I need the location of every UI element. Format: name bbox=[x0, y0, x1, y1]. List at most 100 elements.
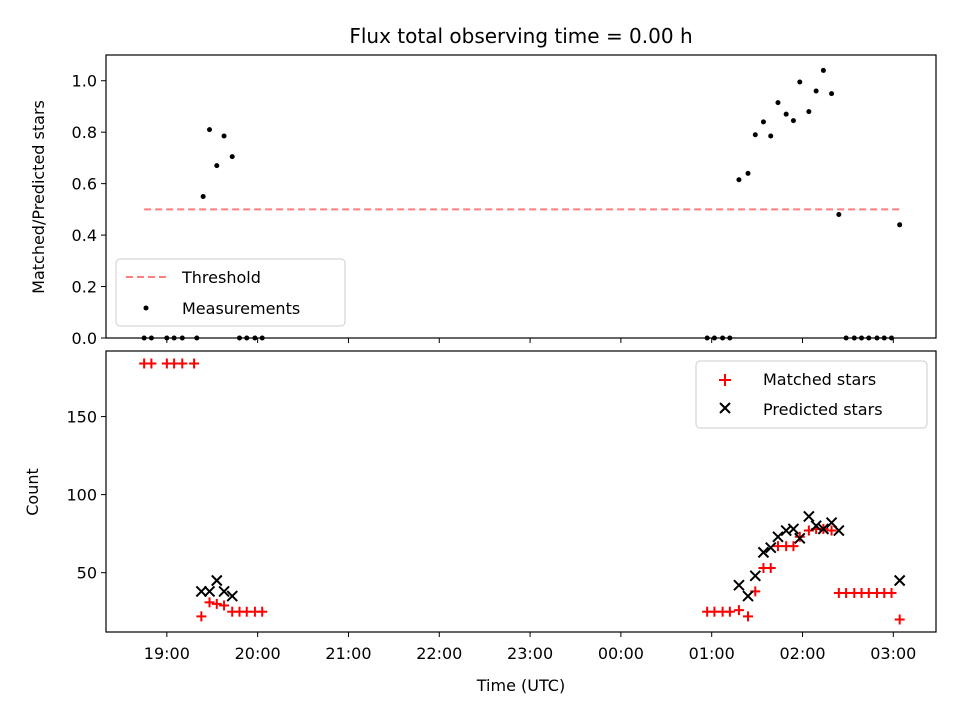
ratio-y-tick-label: 1.0 bbox=[72, 72, 97, 91]
ratio-y-tick-label: 0.2 bbox=[72, 278, 97, 297]
matched-legend-label: Matched stars bbox=[763, 370, 876, 389]
matched-star-point bbox=[733, 605, 744, 616]
predicted-star-b bbox=[833, 524, 845, 537]
measurement-point bbox=[221, 133, 227, 139]
measurement-point bbox=[820, 67, 826, 73]
ratio-y-tick-label: 0.0 bbox=[72, 329, 97, 348]
measurement-point bbox=[797, 79, 803, 85]
matched-star-point bbox=[765, 562, 776, 573]
matched-legend-swatch bbox=[719, 374, 731, 386]
predicted-star-point bbox=[742, 590, 754, 602]
predicted-star-point bbox=[833, 524, 845, 537]
predicted-star-point bbox=[794, 532, 806, 545]
predicted-star-b bbox=[893, 574, 906, 587]
predicted-star-b bbox=[780, 524, 792, 537]
count-legend: Matched stars Predicted stars bbox=[695, 360, 928, 429]
x-axis-label: Time (UTC) bbox=[476, 676, 565, 695]
measurement-point bbox=[760, 119, 766, 125]
predicted-star-b bbox=[825, 517, 838, 529]
measurements-legend-label: Measurements bbox=[182, 299, 300, 318]
measurement-point bbox=[768, 133, 774, 139]
measurement-point bbox=[829, 91, 835, 97]
predicted-star-b bbox=[787, 523, 800, 535]
measurement-point bbox=[775, 100, 781, 106]
count-legend-box bbox=[695, 360, 928, 429]
ratio-y-tick-label: 0.4 bbox=[72, 226, 97, 245]
x-tick-label: 02:00 bbox=[779, 644, 825, 663]
predicted-star-b bbox=[211, 574, 223, 587]
predicted-star-b bbox=[218, 585, 230, 598]
ratio-plot-frame bbox=[105, 54, 937, 339]
ratio-legend: Threshold Measurements bbox=[115, 258, 346, 327]
count-y-tick-label: 150 bbox=[66, 408, 97, 427]
count-panel: 50 100 150 19:00 20:00 21:00 22:00 23:00 00:00 01… bbox=[23, 350, 937, 695]
predicted-star-point bbox=[749, 570, 761, 582]
measurement-point bbox=[200, 194, 206, 199]
count-y-axis-label: Count bbox=[23, 468, 42, 516]
predicted-star-b bbox=[226, 590, 238, 602]
ratio-y-axis-label: Matched/Predicted stars bbox=[29, 100, 48, 294]
matched-star-point bbox=[189, 358, 200, 369]
predicted-star-b bbox=[203, 585, 216, 598]
measurement-point bbox=[752, 132, 758, 138]
measurement-point bbox=[745, 170, 751, 176]
predicted-star-point bbox=[218, 585, 230, 598]
x-tick-label: 03:00 bbox=[870, 644, 916, 663]
predicted-star-b bbox=[742, 590, 754, 602]
matched-star-point bbox=[724, 606, 735, 617]
predicted-star-b bbox=[195, 585, 208, 598]
x-tick-label: 00:00 bbox=[598, 644, 644, 663]
matched-star-point bbox=[204, 597, 215, 608]
measurement-point bbox=[214, 163, 220, 169]
predicted-star-point bbox=[226, 590, 238, 602]
measurement-point bbox=[736, 177, 742, 183]
predicted-star-b bbox=[772, 531, 784, 543]
x-tick-label: 20:00 bbox=[235, 644, 281, 663]
measurement-point bbox=[806, 109, 812, 115]
matched-star-point bbox=[894, 614, 905, 625]
matched-star-point bbox=[219, 600, 230, 611]
predicted-star-point bbox=[765, 541, 777, 554]
predicted-star-point bbox=[803, 510, 815, 523]
predicted-star-point bbox=[893, 574, 906, 587]
predicted-star-b bbox=[794, 532, 806, 545]
count-y-tick-label: 100 bbox=[66, 486, 97, 505]
ratio-legend-box bbox=[115, 258, 346, 327]
ratio-y-tick-label: 0.6 bbox=[72, 175, 97, 194]
ratio-axes: 0.0 0.2 0.4 0.6 0.8 1.0 bbox=[72, 72, 894, 348]
matched-star-point bbox=[743, 611, 754, 622]
x-tick-label: 21:00 bbox=[325, 644, 371, 663]
count-plot-frame bbox=[105, 350, 937, 633]
count-marks bbox=[139, 358, 906, 625]
predicted-star-point bbox=[757, 546, 770, 559]
predicted-star-b bbox=[757, 546, 770, 559]
predicted-star-b bbox=[803, 510, 815, 523]
predicted-star-point bbox=[195, 585, 208, 598]
measurement-point bbox=[783, 111, 789, 117]
measurement-point bbox=[897, 222, 903, 228]
matched-star-point bbox=[211, 598, 222, 609]
count-axes: 50 100 150 19:00 20:00 21:00 22:00 23:00 00:00 01… bbox=[66, 408, 916, 663]
ratio-panel: 0.0 0.2 0.4 0.6 0.8 1.0 Matched/Predicted sta… bbox=[29, 54, 937, 348]
predicted-star-point bbox=[733, 579, 745, 591]
matched-star-point bbox=[886, 587, 897, 598]
predicted-legend-swatch bbox=[719, 402, 731, 414]
matched-star-point bbox=[146, 358, 157, 369]
measurement-point bbox=[813, 88, 819, 94]
matched-star-point bbox=[177, 358, 188, 369]
measurement-point bbox=[836, 212, 842, 218]
predicted-star-point bbox=[772, 531, 784, 543]
chart-title: Flux total observing time = 0.00 h bbox=[349, 24, 692, 48]
predicted-star-point bbox=[203, 585, 216, 598]
predicted-star-b bbox=[749, 570, 761, 582]
predicted-legend-label: Predicted stars bbox=[763, 400, 883, 419]
measurements-legend-swatch bbox=[143, 305, 149, 311]
predicted-star-point bbox=[787, 523, 800, 535]
x-tick-label: 23:00 bbox=[507, 644, 553, 663]
predicted-star-point bbox=[810, 520, 822, 532]
predicted-star-point bbox=[817, 523, 830, 535]
count-y-tick-label: 50 bbox=[77, 564, 97, 583]
matched-star-point bbox=[826, 525, 837, 536]
predicted-star-point bbox=[211, 574, 223, 587]
measurement-point bbox=[790, 118, 796, 124]
